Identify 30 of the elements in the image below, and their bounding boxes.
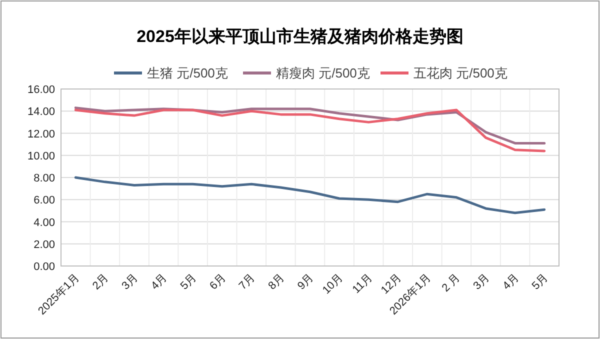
y-tick-label: 14.00 (27, 106, 55, 118)
y-tick-label: 6.00 (34, 194, 55, 207)
y-tick-label: 2.00 (34, 238, 55, 251)
x-tick-label: 12月 (379, 272, 404, 297)
y-tick-label: 12.00 (27, 128, 55, 140)
x-tick-label: 5月 (178, 272, 199, 292)
y-tick-label: 0.00 (34, 261, 55, 273)
x-tick-label: 4月 (500, 272, 522, 292)
y-tick-label: 10.00 (27, 150, 55, 162)
line-series (74, 108, 546, 152)
x-tick-label: 8月 (266, 272, 287, 292)
legend-label: 五花肉 元/500克 (414, 66, 508, 80)
x-tick-label: 3月 (120, 272, 140, 292)
x-tick-label: 4月 (149, 272, 170, 292)
y-tick-label: 4.00 (34, 216, 55, 229)
x-tick-label: 7月 (236, 272, 258, 292)
chart-title: 2025年以来平顶山市生猪及猪肉价格走势图 (136, 27, 464, 46)
x-tick-label: 10月 (320, 272, 346, 297)
x-tick-label: 2 月 (440, 272, 463, 294)
x-tick-label: 5月 (530, 272, 550, 292)
x-tick-label: 11月 (350, 272, 375, 296)
y-tick-label: 16.00 (27, 84, 55, 96)
line-series (74, 176, 546, 214)
legend-label: 精瘦肉 元/500克 (276, 66, 370, 80)
legend-label: 生猪 元/500克 (147, 66, 228, 80)
x-tick-label: 6月 (208, 272, 228, 292)
x-tick-label: 2月 (90, 272, 112, 292)
x-tick-label: 9月 (296, 272, 316, 292)
y-tick-label: 8.00 (34, 172, 55, 184)
x-tick-label: 3月 (471, 272, 492, 292)
